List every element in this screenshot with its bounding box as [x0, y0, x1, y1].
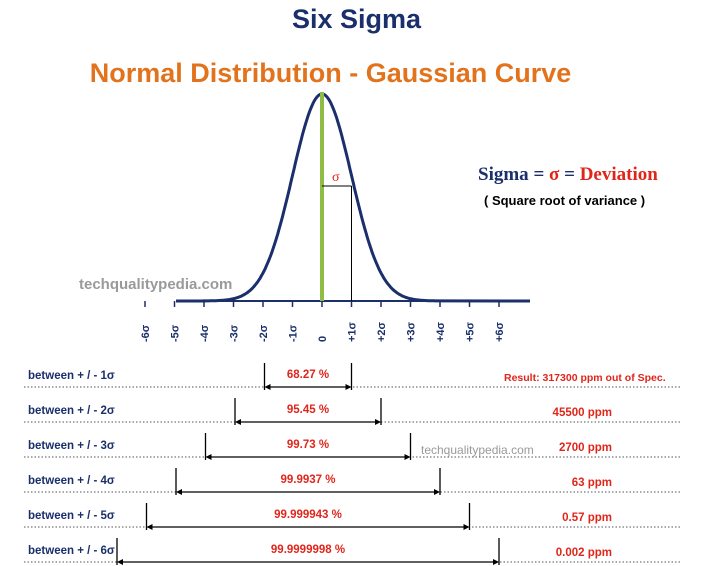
axis-tick-label: -3σ [229, 324, 241, 342]
row-ppm: 0.002 ppm [555, 547, 612, 559]
equals-sign-2: = [559, 164, 580, 185]
range-arrowhead-right [404, 454, 411, 460]
row-label: between + / - 6σ [28, 545, 115, 557]
axis-tick-label: +1σ [347, 321, 359, 342]
axis-tick-label: -1σ [288, 324, 300, 342]
row-label: between + / - 5σ [28, 510, 115, 522]
range-arrowhead-left [176, 489, 182, 495]
row-ppm: 63 ppm [571, 477, 612, 489]
row-ppm: 2700 ppm [558, 442, 612, 454]
axis-tick-label: +2σ [376, 321, 388, 342]
row-label: between + / - 4σ [28, 475, 115, 487]
row-ppm: Result: 317300 ppm out of Spec. [504, 372, 666, 384]
range-arrowhead-left [264, 384, 271, 390]
range-arrowhead-right [463, 524, 470, 530]
sigma-definition: Sigma = σ = Deviation [478, 164, 658, 186]
range-arrowhead-right [345, 384, 352, 390]
page-title: Six Sigma [291, 4, 422, 34]
sigma-curve-label: σ [332, 170, 340, 185]
row-percent: 99.9999998 % [270, 544, 346, 556]
page-subtitle: Normal Distribution - Gaussian Curve [89, 58, 572, 88]
equals-sign-1: = [528, 164, 550, 185]
row-percent: 99.9937 % [280, 474, 336, 486]
axis-tick-label: 0 [317, 336, 329, 342]
axis-tick-label: -6σ [140, 324, 152, 342]
variance-note: ( Square root of variance ) [484, 193, 646, 208]
axis-tick-label: +4σ [435, 321, 447, 342]
axis-tick-label: -2σ [258, 324, 270, 342]
axis-tick-label: -4σ [199, 324, 211, 342]
row-label: between + / - 2σ [28, 405, 115, 417]
range-arrowhead-right [434, 489, 440, 495]
row-ppm: 0.57 ppm [562, 512, 612, 524]
row-percent: 68.27 % [286, 369, 330, 381]
row-label: between + / - 3σ [28, 440, 115, 452]
axis-tick-label: -5σ [170, 324, 182, 342]
axis-tick-label: +3σ [406, 321, 418, 342]
range-arrowhead-left [146, 524, 153, 530]
sigma-symbol: σ [549, 164, 560, 185]
row-label: between + / - 1σ [28, 370, 115, 382]
row-percent: 95.45 % [286, 404, 330, 416]
axis-tick-label: +5σ [465, 321, 477, 342]
row-percent: 99.999943 % [274, 509, 342, 521]
deviation-word: Deviation [579, 164, 658, 185]
range-arrowhead-left [205, 454, 212, 460]
watermark-table: techqualitypedia.com [421, 443, 534, 457]
watermark: techqualitypedia.com [79, 276, 233, 293]
range-arrowhead-right [375, 419, 381, 425]
row-ppm: 45500 ppm [552, 407, 612, 419]
gaussian-curve [176, 92, 531, 303]
range-arrowhead-right [493, 559, 499, 565]
axis-tick-label: +6σ [494, 321, 506, 342]
row-percent: 99.73 % [286, 439, 330, 451]
sigma-word: Sigma [478, 164, 529, 185]
range-arrowhead-left [235, 419, 241, 425]
range-arrowhead-left [117, 559, 123, 565]
